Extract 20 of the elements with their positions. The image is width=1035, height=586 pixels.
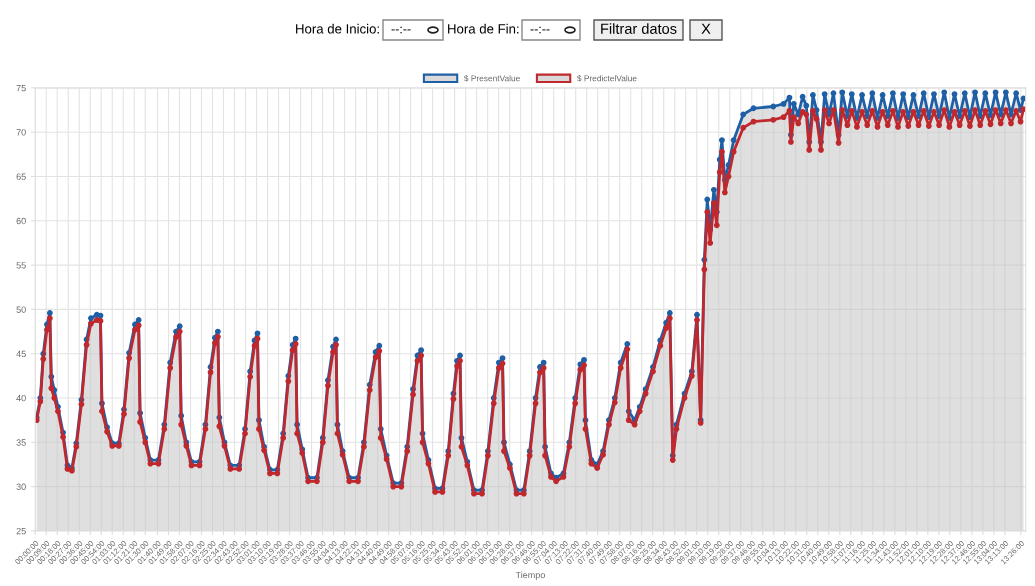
text: X [701, 23, 711, 34]
x-axis-title: Tiempo [515, 571, 545, 580]
y-tick-label: 65 [16, 173, 26, 180]
text: --:-- [391, 26, 411, 34]
y-tick-label: 55 [16, 262, 26, 269]
y-tick-label: 50 [16, 306, 26, 313]
text: Filtrar datos [601, 23, 677, 34]
y-tick-label: 30 [16, 483, 26, 490]
y-tick-label: 45 [16, 350, 26, 358]
text: Hora de Inicio: [296, 23, 379, 34]
y-tick-label: 70 [16, 129, 26, 136]
y-tick-label: 40 [16, 394, 26, 402]
y-tick-label: 60 [16, 217, 26, 225]
legend-label: $ PresentValue [463, 75, 520, 82]
y-tick-label: 35 [16, 439, 26, 446]
text: --:-- [530, 26, 550, 34]
y-tick-label: 25 [16, 527, 26, 535]
y-tick-label: 75 [16, 84, 26, 92]
legend-label: $ PredictelValue [577, 75, 637, 82]
text: Hora de Fin: [448, 23, 519, 34]
